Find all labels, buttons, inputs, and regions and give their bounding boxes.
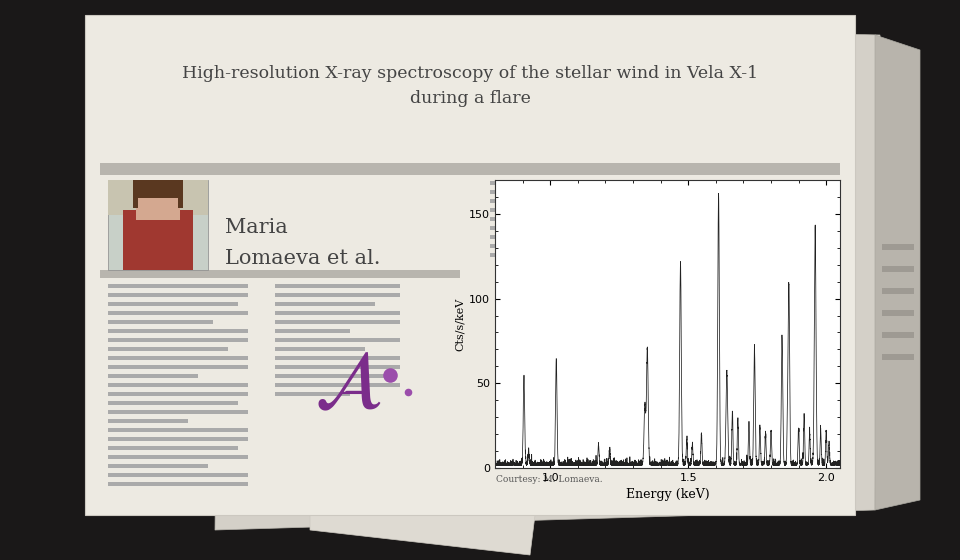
Bar xyxy=(275,311,400,315)
Bar xyxy=(490,226,590,230)
Bar xyxy=(882,266,914,272)
Bar xyxy=(108,473,248,477)
Bar xyxy=(630,181,760,185)
Bar xyxy=(108,455,248,459)
Bar xyxy=(108,293,248,297)
Bar xyxy=(275,338,400,342)
Bar xyxy=(882,288,914,294)
Text: Courtesy: M. Lomaeva.: Courtesy: M. Lomaeva. xyxy=(496,475,603,484)
Text: High-resolution X-ray spectroscopy of the stellar wind in Vela X-1
during a flar: High-resolution X-ray spectroscopy of th… xyxy=(182,65,758,107)
Bar xyxy=(490,181,605,185)
Bar xyxy=(490,190,605,194)
Bar xyxy=(108,338,248,342)
Bar xyxy=(108,320,213,324)
Bar xyxy=(108,410,248,414)
Bar xyxy=(108,401,238,405)
Bar xyxy=(882,354,914,360)
Bar xyxy=(108,446,238,450)
Bar xyxy=(275,374,385,378)
Y-axis label: Cts/s/keV: Cts/s/keV xyxy=(455,297,465,351)
Bar xyxy=(490,253,585,257)
Bar xyxy=(108,464,208,468)
Point xyxy=(400,388,416,396)
X-axis label: Energy (keV): Energy (keV) xyxy=(626,488,709,501)
Bar xyxy=(108,383,248,387)
Bar xyxy=(275,320,400,324)
Bar xyxy=(275,347,365,351)
Bar xyxy=(100,163,840,175)
Text: $\mathcal{A}$: $\mathcal{A}$ xyxy=(314,346,382,424)
Polygon shape xyxy=(310,510,535,555)
Bar xyxy=(882,332,914,338)
Bar xyxy=(490,244,605,248)
Bar xyxy=(630,208,740,212)
Bar xyxy=(275,284,400,288)
Polygon shape xyxy=(85,15,855,515)
Bar xyxy=(100,270,460,278)
Bar xyxy=(108,302,238,306)
Bar xyxy=(275,383,400,387)
Bar xyxy=(108,329,248,333)
Bar xyxy=(630,199,760,203)
Bar xyxy=(490,199,598,203)
Bar xyxy=(136,185,180,220)
Bar xyxy=(630,226,720,230)
Bar xyxy=(490,217,605,221)
Bar xyxy=(108,428,248,432)
Bar xyxy=(275,365,400,369)
Point xyxy=(382,371,397,380)
Bar xyxy=(108,437,248,441)
Bar xyxy=(108,347,228,351)
Bar xyxy=(108,180,208,215)
Bar xyxy=(630,190,755,194)
Bar xyxy=(133,180,183,208)
Bar xyxy=(275,329,350,333)
Bar xyxy=(108,284,248,288)
Bar xyxy=(108,311,248,315)
Bar xyxy=(108,374,198,378)
Bar xyxy=(882,310,914,316)
Bar xyxy=(138,198,178,218)
Bar xyxy=(630,217,760,221)
Bar xyxy=(275,293,400,297)
Bar xyxy=(490,235,605,239)
Bar xyxy=(275,302,375,306)
Bar xyxy=(108,180,208,270)
Polygon shape xyxy=(215,20,880,530)
Polygon shape xyxy=(875,35,920,510)
Bar xyxy=(108,392,248,396)
Bar xyxy=(275,392,350,396)
Text: Maria
Lomaeva et al.: Maria Lomaeva et al. xyxy=(225,218,380,268)
Bar xyxy=(490,208,605,212)
Bar xyxy=(108,356,248,360)
Bar xyxy=(882,244,914,250)
Bar xyxy=(108,365,248,369)
Bar xyxy=(108,419,188,423)
Bar xyxy=(630,235,760,239)
Bar xyxy=(275,356,400,360)
Bar xyxy=(108,482,248,486)
Bar xyxy=(123,210,193,270)
